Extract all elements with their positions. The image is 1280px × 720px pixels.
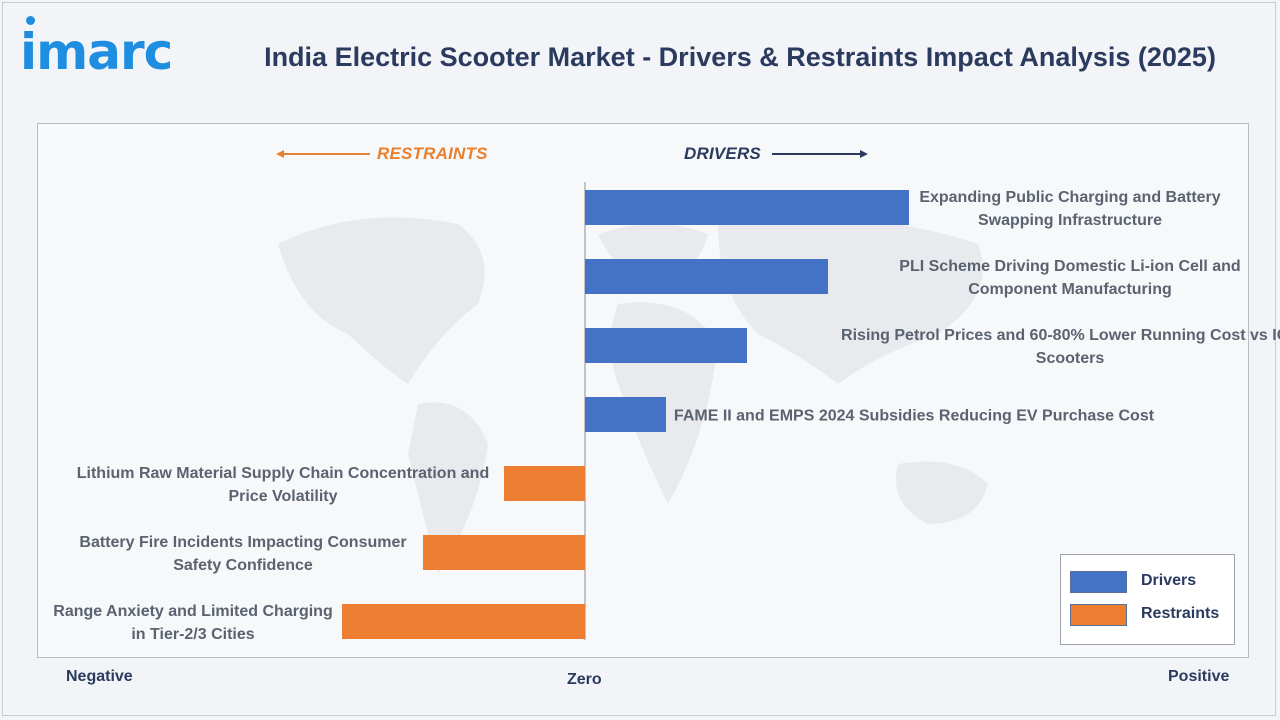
bar-label-line: Lithium Raw Material Supply Chain Concen… xyxy=(77,465,489,482)
right-arrow-icon xyxy=(772,150,868,158)
restraints-direction-label: RESTRAINTS xyxy=(377,144,488,163)
bar-label-line: Expanding Public Charging and Battery xyxy=(919,189,1220,206)
legend-swatch-restraints xyxy=(1070,604,1127,626)
logo-dot xyxy=(26,16,35,25)
bar-label-line: Price Volatility xyxy=(228,488,337,505)
legend-label-drivers: Drivers xyxy=(1141,572,1197,589)
driver-bar-3 xyxy=(585,397,666,432)
bar-label-line: Scooters xyxy=(1036,350,1105,367)
bar-label-line: in Tier-2/3 Cities xyxy=(131,626,254,643)
bar-label-line: Range Anxiety and Limited Charging xyxy=(53,603,332,620)
bar-label-6: Range Anxiety and Limited Charging in Tie… xyxy=(53,603,332,643)
bar-label-line: Swapping Infrastructure xyxy=(978,212,1162,229)
bar-label-line: Component Manufacturing xyxy=(968,281,1172,298)
bar-label-line: Battery Fire Incidents Impacting Consume… xyxy=(79,534,406,551)
left-arrow-icon xyxy=(276,150,370,158)
legend-swatch-drivers xyxy=(1070,571,1127,593)
bar-label-4: Lithium Raw Material Supply Chain Concen… xyxy=(77,465,489,505)
driver-bar-0 xyxy=(585,190,909,225)
restraint-bar-5 xyxy=(423,535,585,570)
positive-axis-label: Positive xyxy=(1168,668,1230,685)
zero-axis-label: Zero xyxy=(567,671,602,688)
bar-label-line: PLI Scheme Driving Domestic Li-ion Cell … xyxy=(899,258,1240,275)
bar-label-line: Safety Confidence xyxy=(173,557,313,574)
bar-label-line: Rising Petrol Prices and 60-80% Lower Ru… xyxy=(841,327,1280,344)
bar-label-0: Expanding Public Charging and Battery Swa… xyxy=(919,189,1220,229)
chart-title: India Electric Scooter Market - Drivers … xyxy=(264,42,1216,72)
drivers-direction-label: DRIVERS xyxy=(684,144,761,163)
bar-label-5: Battery Fire Incidents Impacting Consume… xyxy=(79,534,406,574)
driver-bar-2 xyxy=(585,328,747,363)
driver-bar-1 xyxy=(585,259,828,294)
bar-label-1: PLI Scheme Driving Domestic Li-ion Cell … xyxy=(899,258,1240,298)
negative-axis-label: Negative xyxy=(66,668,133,685)
bar-label-3: FAME II and EMPS 2024 Subsidies Reducing… xyxy=(674,408,1155,425)
bar-label-line: FAME II and EMPS 2024 Subsidies Reducing… xyxy=(674,408,1155,425)
chart-legend: Drivers Restraints xyxy=(1060,554,1235,645)
restraint-bar-4 xyxy=(504,466,585,501)
logo-text: imarc xyxy=(20,23,173,81)
imarc-logo: imarc xyxy=(20,14,205,84)
bar-label-2: Rising Petrol Prices and 60-80% Lower Ru… xyxy=(841,327,1280,367)
legend-label-restraints: Restraints xyxy=(1141,605,1220,622)
restraint-bar-6 xyxy=(342,604,585,639)
